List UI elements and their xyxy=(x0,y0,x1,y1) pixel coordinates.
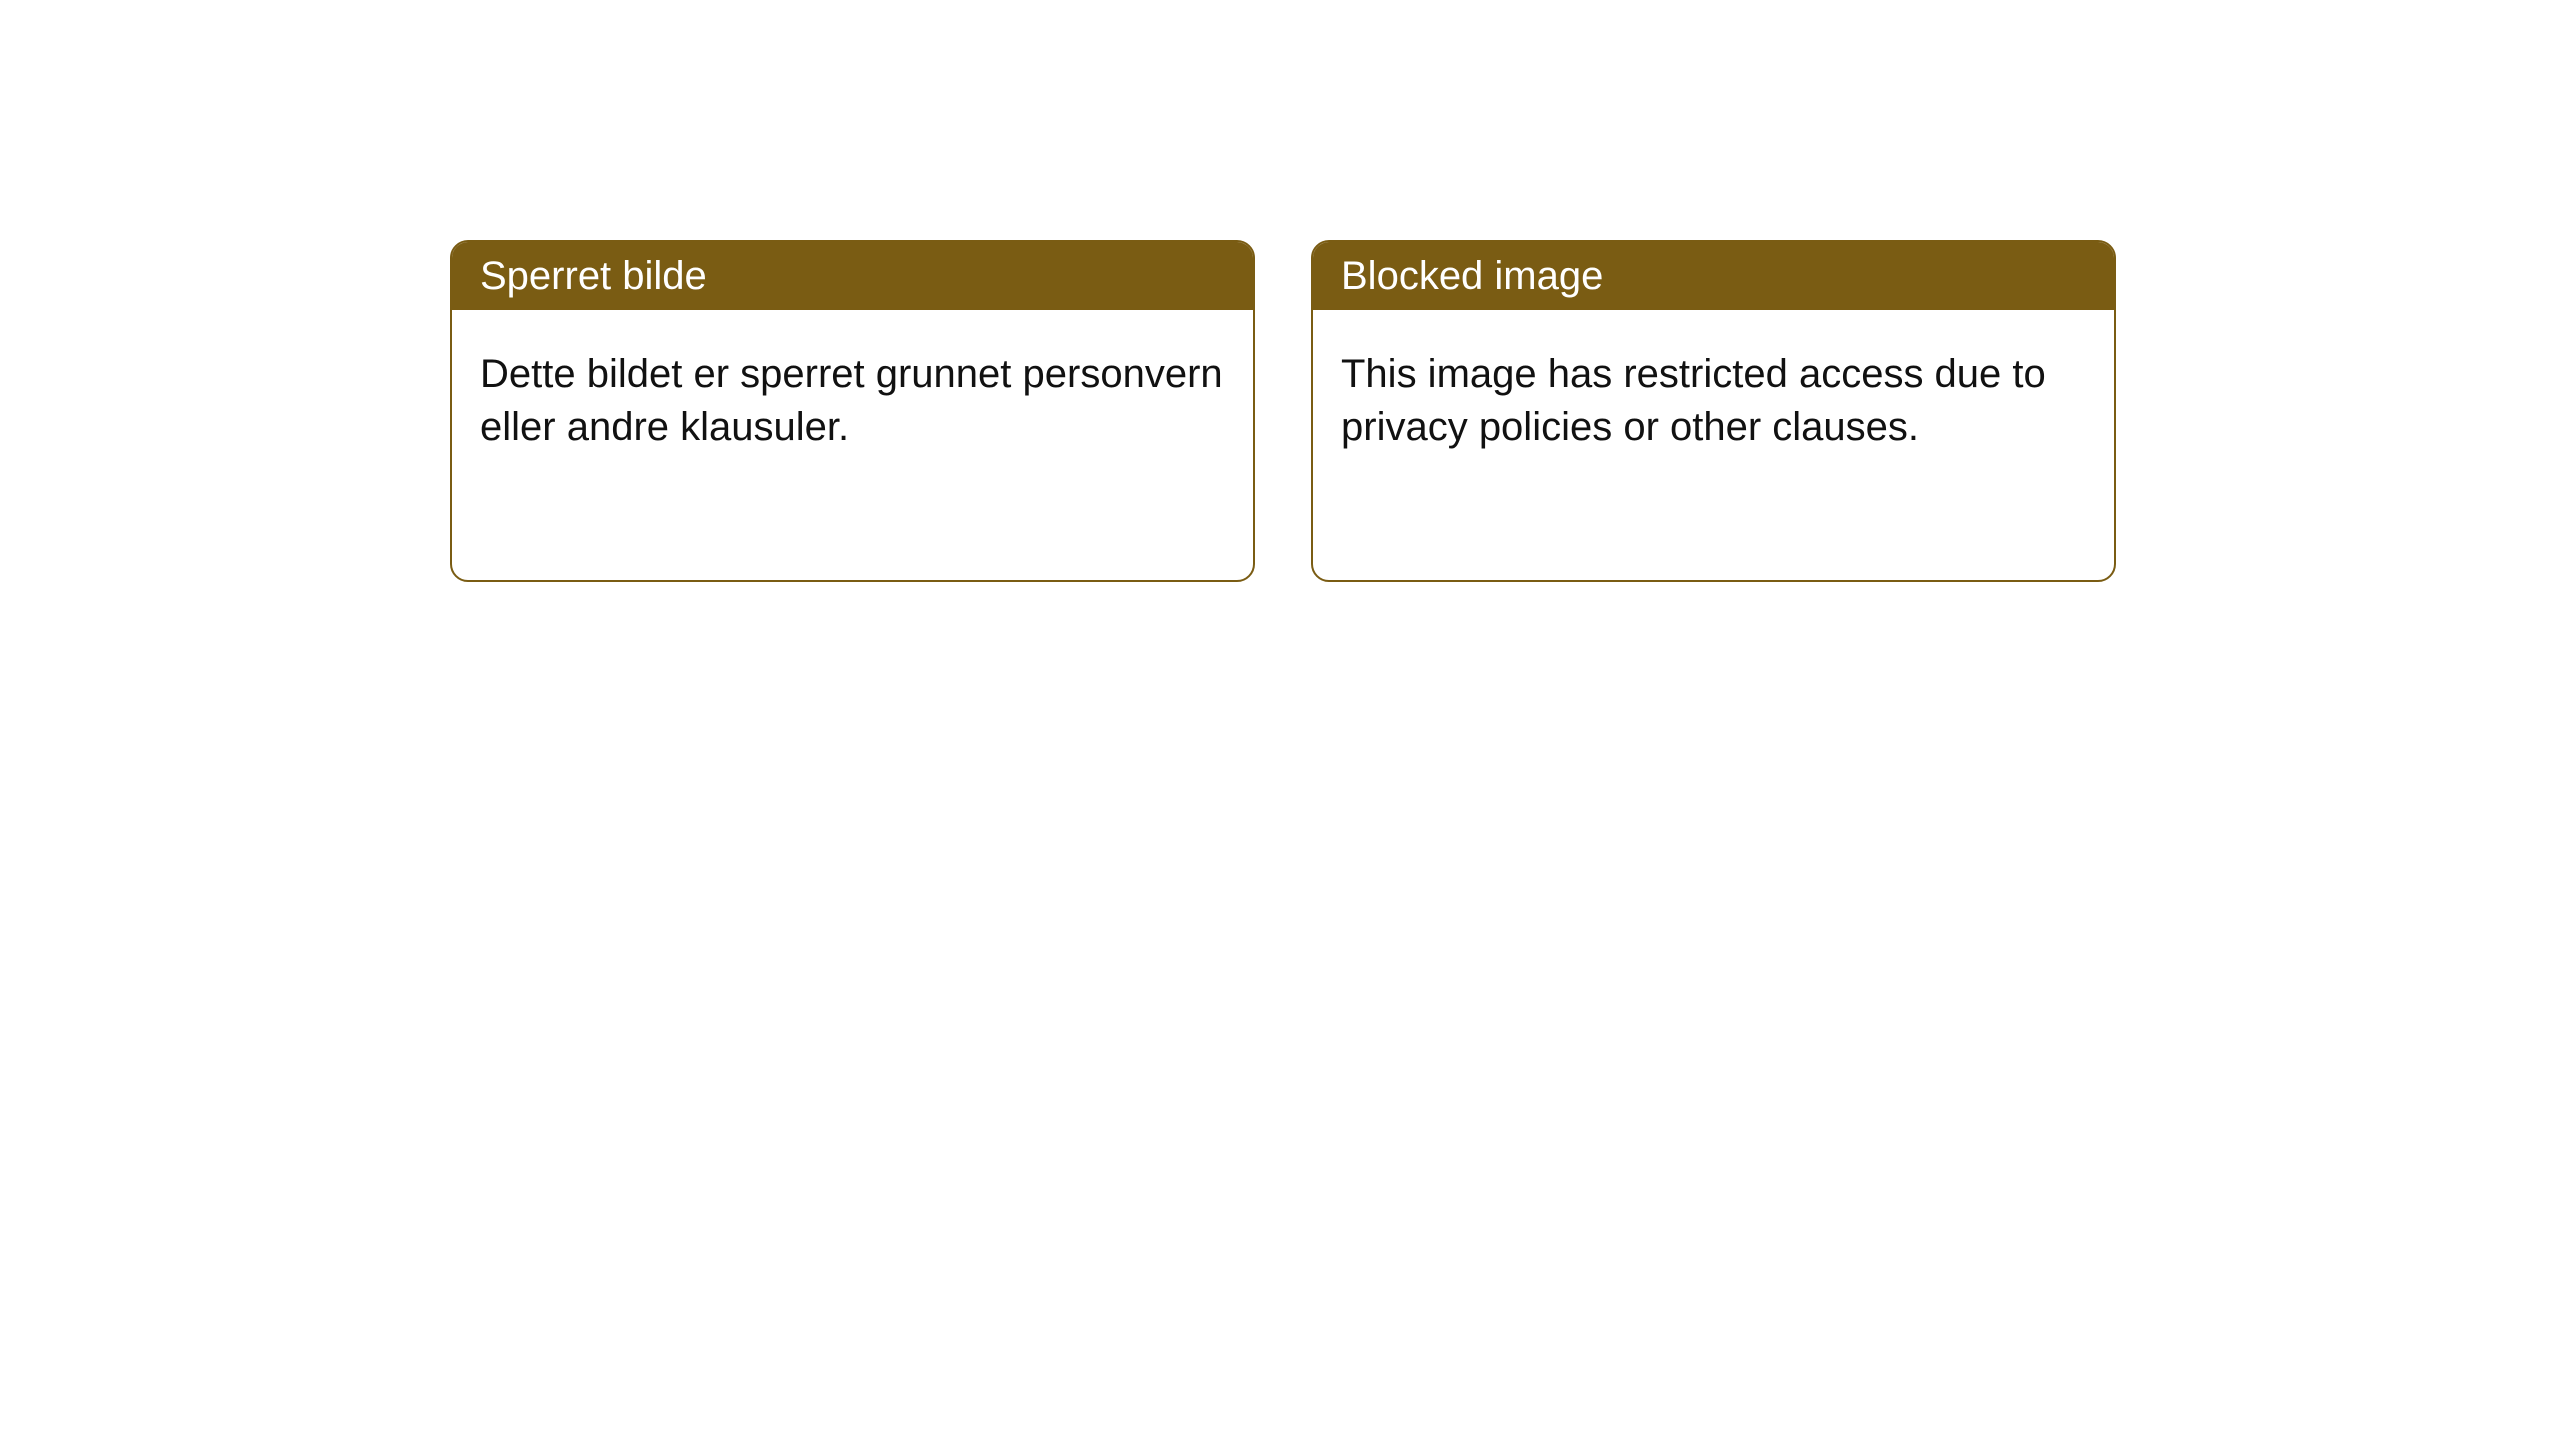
notice-header-no: Sperret bilde xyxy=(452,242,1253,310)
notice-body-no: Dette bildet er sperret grunnet personve… xyxy=(452,310,1253,580)
notice-card-en: Blocked image This image has restricted … xyxy=(1311,240,2116,582)
notice-card-no: Sperret bilde Dette bildet er sperret gr… xyxy=(450,240,1255,582)
notice-body-en: This image has restricted access due to … xyxy=(1313,310,2114,580)
notice-container: Sperret bilde Dette bildet er sperret gr… xyxy=(0,0,2560,582)
notice-header-en: Blocked image xyxy=(1313,242,2114,310)
